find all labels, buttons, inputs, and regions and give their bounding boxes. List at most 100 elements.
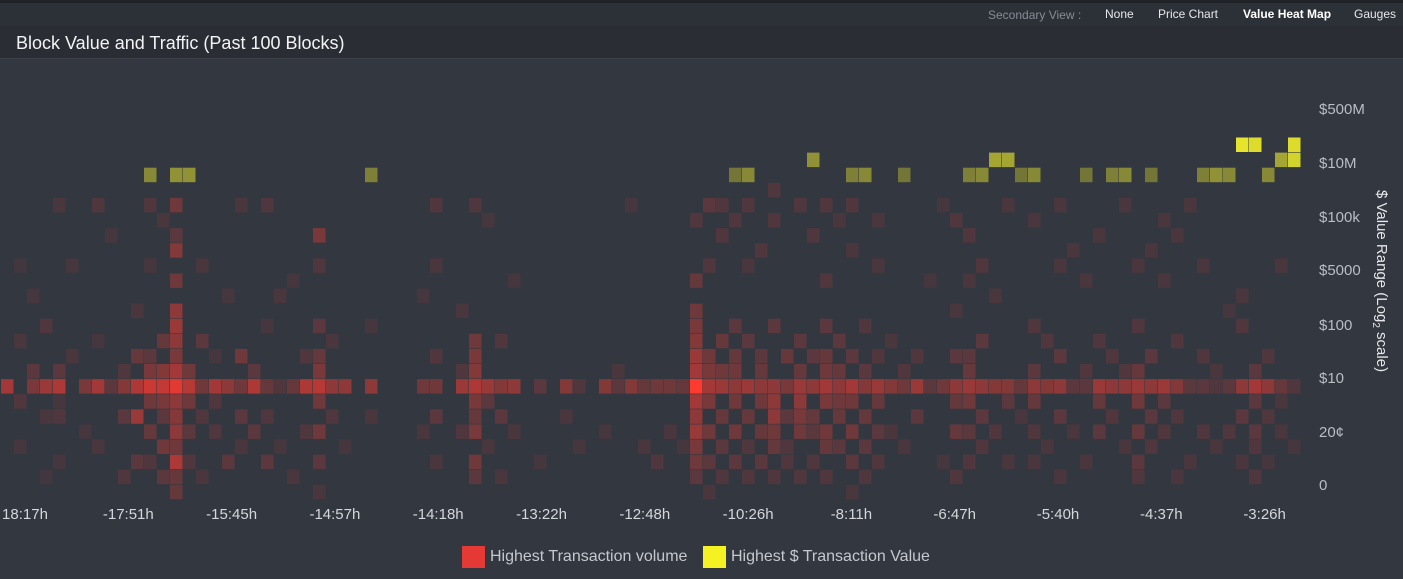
volume-cell bbox=[157, 469, 170, 485]
volume-cell bbox=[690, 439, 703, 454]
volume-cell bbox=[1106, 409, 1119, 424]
volume-cell bbox=[365, 318, 378, 334]
volume-cell bbox=[1184, 379, 1197, 394]
volume-cell bbox=[755, 394, 768, 409]
volume-cell bbox=[365, 379, 378, 394]
volume-cell bbox=[1093, 379, 1106, 394]
volume-cell bbox=[846, 348, 859, 364]
volume-cell bbox=[1249, 469, 1262, 485]
x-tick-label: -8:11h bbox=[831, 506, 872, 523]
volume-cell bbox=[1054, 409, 1067, 424]
volume-cell bbox=[170, 348, 183, 364]
secondary-view-price-chart-button[interactable]: Price Chart bbox=[1158, 7, 1219, 21]
volume-cell bbox=[690, 273, 703, 288]
volume-cell bbox=[638, 379, 651, 394]
volume-cell bbox=[846, 379, 859, 394]
volume-cell bbox=[937, 379, 950, 394]
volume-cell bbox=[170, 424, 183, 439]
volume-cell bbox=[612, 379, 625, 394]
volume-cell bbox=[534, 379, 547, 394]
volume-cell bbox=[807, 409, 820, 424]
volume-cell bbox=[1249, 364, 1262, 379]
volume-cell bbox=[456, 379, 469, 394]
volume-cell bbox=[1093, 394, 1106, 409]
volume-cell bbox=[196, 333, 209, 349]
volume-cell bbox=[1015, 379, 1028, 394]
volume-cell bbox=[495, 469, 508, 485]
volume-cell bbox=[1275, 394, 1288, 409]
volume-cell bbox=[937, 197, 950, 213]
volume-cell bbox=[1197, 348, 1210, 364]
volume-cell bbox=[846, 424, 859, 439]
volume-cell bbox=[1054, 348, 1067, 364]
y-tick-label: 20¢ bbox=[1319, 424, 1344, 441]
volume-cell bbox=[833, 333, 846, 349]
volume-cell bbox=[1041, 379, 1054, 394]
volume-cell bbox=[729, 424, 742, 439]
volume-cell bbox=[690, 454, 703, 470]
volume-cell bbox=[690, 318, 703, 334]
volume-cell bbox=[144, 348, 157, 364]
volume-cell bbox=[235, 348, 248, 364]
value-cell bbox=[1223, 167, 1236, 183]
secondary-view-none-button[interactable]: None bbox=[1105, 7, 1134, 21]
y-tick-label: $100k bbox=[1319, 209, 1360, 226]
volume-cell bbox=[950, 213, 963, 228]
volume-cell bbox=[196, 258, 209, 273]
volume-cell bbox=[1171, 228, 1184, 243]
value-cell bbox=[963, 167, 976, 183]
volume-cell bbox=[456, 424, 469, 439]
volume-cell bbox=[274, 288, 287, 303]
volume-cell bbox=[612, 364, 625, 379]
volume-cell bbox=[625, 197, 638, 213]
volume-cell bbox=[53, 364, 66, 379]
y-tick-label: $100 bbox=[1319, 317, 1352, 334]
volume-cell bbox=[859, 409, 872, 424]
volume-cell bbox=[118, 364, 131, 379]
volume-cell bbox=[40, 379, 53, 394]
volume-cell bbox=[820, 439, 833, 454]
volume-cell bbox=[261, 379, 274, 394]
volume-cell bbox=[963, 228, 976, 243]
secondary-view-label: Secondary View : bbox=[988, 8, 1082, 22]
volume-cell bbox=[248, 364, 261, 379]
volume-cell bbox=[885, 333, 898, 349]
volume-cell bbox=[768, 409, 781, 424]
volume-cell bbox=[40, 409, 53, 424]
volume-cell bbox=[1106, 348, 1119, 364]
volume-cell bbox=[1145, 348, 1158, 364]
secondary-view-gauges-button[interactable]: Gauges bbox=[1354, 7, 1397, 21]
volume-cell bbox=[859, 364, 872, 379]
volume-cell bbox=[1145, 379, 1158, 394]
volume-cell bbox=[950, 394, 963, 409]
volume-cell bbox=[1093, 424, 1106, 439]
volume-cell bbox=[1054, 197, 1067, 213]
volume-cell bbox=[183, 394, 196, 409]
value-cell bbox=[144, 167, 157, 183]
volume-cell bbox=[1028, 454, 1041, 470]
x-tick-label: -13:22h bbox=[516, 506, 567, 523]
volume-cell bbox=[508, 379, 521, 394]
volume-cell bbox=[1132, 424, 1145, 439]
volume-cell bbox=[1145, 439, 1158, 454]
volume-cell bbox=[742, 409, 755, 424]
volume-cell bbox=[248, 379, 261, 394]
volume-cell bbox=[1080, 379, 1093, 394]
volume-cell bbox=[1132, 258, 1145, 273]
volume-cell bbox=[872, 213, 885, 228]
volume-cell bbox=[1106, 379, 1119, 394]
volume-cell bbox=[235, 197, 248, 213]
volume-cell bbox=[144, 424, 157, 439]
volume-cell bbox=[482, 379, 495, 394]
secondary-view-heat-map-button[interactable]: Value Heat Map bbox=[1243, 7, 1332, 21]
volume-cell bbox=[742, 439, 755, 454]
volume-cell bbox=[859, 379, 872, 394]
volume-cell bbox=[833, 409, 846, 424]
volume-cell bbox=[924, 273, 937, 288]
volume-cell bbox=[820, 318, 833, 334]
volume-cell bbox=[729, 394, 742, 409]
volume-cell bbox=[170, 484, 183, 500]
volume-cell bbox=[820, 197, 833, 213]
value-cell bbox=[1288, 137, 1301, 152]
volume-cell bbox=[716, 333, 729, 349]
